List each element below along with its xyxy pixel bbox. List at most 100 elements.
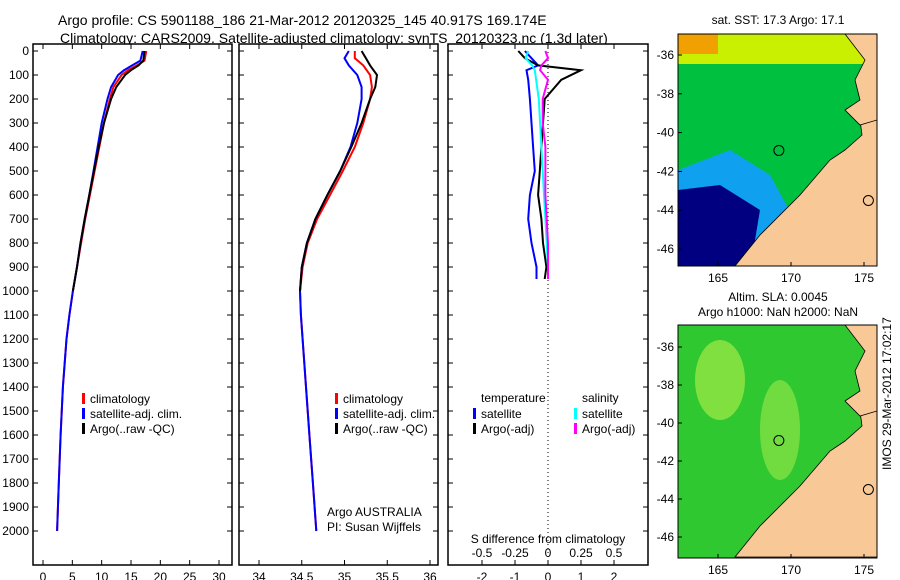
lon-tick-label: 170 [781,271,801,285]
y-tick-label: 1600 [2,428,29,442]
y-tick-label: 700 [9,212,29,226]
panel-3: -2-1012T difference from climatology-0.5… [447,43,649,580]
s-tick-label: -0.5 [472,546,493,560]
lon-tick-label: 175 [854,271,874,285]
lat-tick-label: -38 [657,378,675,392]
legend-title-salinity: salinity [582,391,619,405]
lon-tick-label: 165 [708,271,728,285]
lat-tick-label: -44 [657,492,675,506]
lon-tick-label: 170 [781,563,801,577]
lon-tick-label: 175 [854,563,874,577]
map-frame [677,324,878,559]
s-axis-label: S difference from climatology [471,532,626,546]
y-tick-label: 1000 [2,284,29,298]
series-line-t-argo-adj- [517,50,585,280]
panel-2: 3434.53535.536salinityclimatologysatelli… [238,43,439,580]
map-1: -36 -38 -40 -42 -44 -46 165 170 175 sat. SST: 17.… [657,13,878,285]
legend-label: climatology [343,392,403,406]
land-south-island [734,400,877,558]
y-tick-label: 400 [9,140,29,154]
x-tick-label: 0 [40,570,47,580]
s-tick-label: -0.25 [501,546,529,560]
figure-title-line2: Climatology: CARS2009. Satellite-adjuste… [60,30,608,46]
legend-label: Argo(..raw -QC) [90,422,175,436]
series-line-t-satellite [524,50,540,279]
lat-tick-label: -44 [657,203,675,217]
axes-box [238,43,439,566]
lat-tick-label: -42 [657,454,675,468]
x-tick-label: 5 [69,570,76,580]
float-marker [862,484,874,495]
lat-tick-label: -42 [657,164,675,178]
x-tick-label: 25 [183,570,197,580]
x-tick-label: 15 [124,570,138,580]
y-tick-label: 0 [22,44,29,58]
x-tick-label: -1 [510,570,521,580]
s-tick-label: 0 [545,546,552,560]
x-tick-label: -2 [477,570,488,580]
x-tick-label: 34.5 [290,570,314,580]
x-tick-label: 36 [423,570,437,580]
lat-tick-label: -46 [657,530,675,544]
legend-title-temperature: temperature [481,391,546,405]
y-tick-label: 1800 [2,476,29,490]
x-tick-label: 35.5 [376,570,400,580]
axes-box [32,43,233,566]
map-field [678,325,877,558]
legend-swatch [574,408,577,419]
credit-line1: Argo AUSTRALIA [327,505,422,519]
y-tick-label: 1900 [2,500,29,514]
y-tick-label: 500 [9,164,29,178]
lat-tick-label: -40 [657,126,675,140]
y-tick-label: 100 [9,68,29,82]
x-tick-label: 0 [545,570,552,580]
y-tick-label: 200 [9,92,29,106]
sst-cold [678,185,760,266]
land-south-island [734,109,877,266]
y-tick-label: 1400 [2,380,29,394]
legend-label: Argo(-adj) [582,422,635,436]
legend-swatch [335,408,338,419]
y-tick-label: 1200 [2,332,29,346]
legend-swatch [574,423,577,434]
x-tick-label: 10 [95,570,109,580]
s-tick-label: 0.5 [606,546,623,560]
map-subtitle: Argo h1000: NaN h2000: NaN [698,305,858,319]
y-tick-label: 1100 [3,308,29,322]
legend-label: satellite-adj. clim. [90,407,182,421]
sla-patch [695,340,745,420]
legend-label: satellite [582,407,623,421]
legend-label: climatology [90,392,150,406]
lat-tick-label: -40 [657,416,675,430]
x-tick-label: 34 [252,570,266,580]
series-line-s-argo-adj- [538,50,550,279]
legend-label: Argo(..raw -QC) [343,422,428,436]
x-tick-label: 20 [154,570,168,580]
land-north-island [844,325,877,417]
lat-tick-label: -36 [657,48,675,62]
float-marker [862,195,874,206]
map-2: -36 -38 -40 -42 -44 -46 165 170 175 Altim. SLA: 0… [657,290,878,577]
legend-label: satellite-adj. clim. [343,407,435,421]
legend-swatch [82,393,85,404]
x-tick-label: 2 [611,570,618,580]
legend-label: satellite [481,407,522,421]
y-tick-label: 2000 [2,524,29,538]
figure-title-line1: Argo profile: CS 5901188_186 21-Mar-2012… [58,12,547,28]
imos-timestamp: IMOS 29-Mar-2012 17:02:17 [880,317,894,470]
y-tick-label: 300 [9,116,29,130]
legend-swatch [473,423,476,434]
y-tick-label: 900 [9,260,29,274]
panel-1: 051015202530temperature (deg C)010020030… [2,43,233,580]
lat-tick-label: -46 [657,242,675,256]
series-line-argo-raw-qc- [299,50,379,292]
map-title: Altim. SLA: 0.0045 [728,290,828,304]
sla-patch [760,380,800,480]
lat-tick-label: -36 [657,340,675,354]
sst-warm-corner [678,34,718,54]
y-tick-label: 800 [9,236,29,250]
y-tick-label: 1700 [2,452,29,466]
y-tick-label: 1300 [2,356,29,370]
legend-swatch [335,393,338,404]
